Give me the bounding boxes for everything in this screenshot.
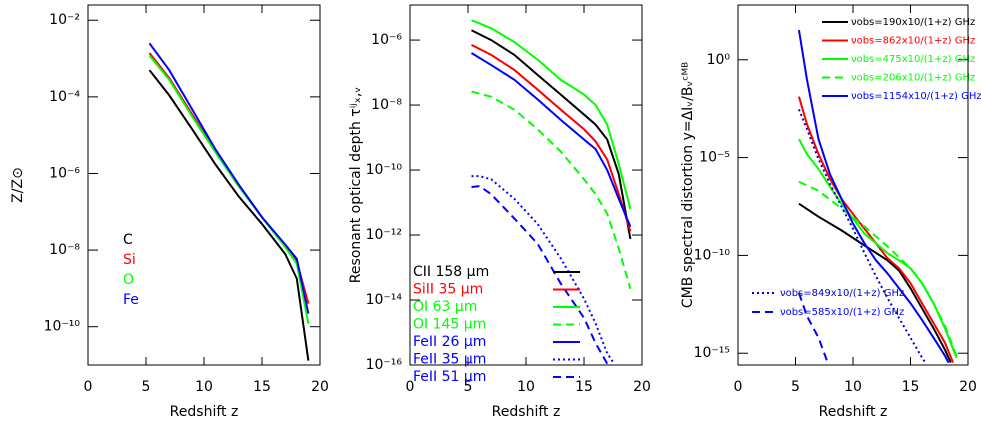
x-tick-label: 5 xyxy=(142,379,151,395)
y-tick-label: 10⁻¹⁰ xyxy=(44,319,81,335)
legend-label: νobs=475x10/(1+z) GHz xyxy=(851,54,975,65)
series-line xyxy=(148,52,310,304)
x-tick-label: 10 xyxy=(195,379,213,395)
series-line xyxy=(148,42,310,314)
y-tick-label: 10⁰ xyxy=(707,52,731,68)
x-tick-label: 5 xyxy=(464,379,473,395)
x-tick-label: 15 xyxy=(575,379,593,395)
y-tick-label: 10⁻¹⁴ xyxy=(366,292,403,308)
series-line xyxy=(798,180,958,357)
legend-label: Fe xyxy=(123,292,139,308)
legend-label: O xyxy=(123,272,134,288)
series-line xyxy=(798,292,829,363)
y-tick-label: 10⁻¹² xyxy=(366,227,402,243)
y-axis-label: Resonant optical depth τⁱʲₓ,ᵥ xyxy=(348,87,364,283)
x-tick-label: 10 xyxy=(517,379,535,395)
x-tick-label: 0 xyxy=(734,379,743,395)
legend-label: C xyxy=(123,232,133,248)
x-tick-label: 15 xyxy=(253,379,271,395)
y-tick-label: 10⁻⁸ xyxy=(49,242,80,258)
y-tick-label: 10⁻⁵ xyxy=(699,150,730,166)
x-tick-label: 5 xyxy=(791,379,800,395)
series-line xyxy=(471,90,632,290)
x-tick-label: 10 xyxy=(844,379,862,395)
x-tick-label: 20 xyxy=(633,379,651,395)
y-axis-label: Z/Z⊙ xyxy=(10,167,26,203)
series-line xyxy=(148,54,310,324)
series-line xyxy=(798,202,952,364)
legend-label: νobs=190x10/(1+z) GHz xyxy=(851,17,975,28)
y-tick-label: 10⁻¹⁶ xyxy=(366,357,403,373)
legend-label: OI 145 μm xyxy=(413,317,486,333)
panel: 0 5 10 15 20 10⁰ 10⁻⁵ 10⁻¹⁰ 10⁻¹⁵ Redshift z CMB s… xyxy=(680,4,981,420)
series-line xyxy=(471,19,632,210)
y-tick-label: 10⁻⁸ xyxy=(371,97,402,113)
panel: 0 5 10 15 20 10⁻⁶ 10⁻⁸ 10⁻¹⁰ 10⁻¹² 10⁻¹⁴ 10⁻¹⁶ Reds… xyxy=(348,4,651,420)
legend-label: νobs=862x10/(1+z) GHz xyxy=(851,36,975,47)
legend-label: νobs=206x10/(1+z) GHz xyxy=(851,73,975,84)
x-tick-label: 15 xyxy=(902,379,920,395)
legend-label: SiII 35 μm xyxy=(413,282,483,298)
plot-frame xyxy=(409,4,643,366)
plot-frame xyxy=(737,4,969,366)
legend-label: νobs=1154x10/(1+z) GHz xyxy=(851,91,981,102)
y-tick-label: 10⁻¹⁰ xyxy=(366,162,403,178)
legend-label: FeII 26 μm xyxy=(413,334,486,350)
x-axis-label: Redshift z xyxy=(819,404,888,420)
panel: 0 5 10 15 20 10⁻² 10⁻⁴ 10⁻⁶ 10⁻⁸ 10⁻¹⁰ Redshift z Z… xyxy=(10,4,329,420)
x-tick-label: 0 xyxy=(406,379,415,395)
legend-label: CII 158 μm xyxy=(413,264,489,280)
y-tick-label: 10⁻⁴ xyxy=(49,89,80,105)
x-axis-label: Redshift z xyxy=(492,404,561,420)
series-line xyxy=(470,52,632,228)
series-line xyxy=(798,138,958,359)
plot-frame xyxy=(87,4,321,366)
series-line xyxy=(148,69,310,361)
series-line xyxy=(471,185,609,365)
y-tick-label: 10⁻¹⁵ xyxy=(694,345,730,361)
y-tick-label: 10⁻² xyxy=(49,12,80,28)
y-axis-label: CMB spectral distortion y=ΔIᵥ/Bᵥᶜᴹᴮ xyxy=(680,62,696,308)
x-axis-label: Redshift z xyxy=(170,404,239,420)
x-tick-label: 20 xyxy=(311,379,329,395)
legend-label: OI 63 μm xyxy=(413,299,477,315)
legend-label: FeII 35 μm xyxy=(413,352,486,368)
legend-label: Si xyxy=(123,252,136,268)
x-tick-label: 0 xyxy=(84,379,93,395)
legend-label: νobs=849x10/(1+z) GHz xyxy=(780,288,904,299)
series-line xyxy=(471,175,615,365)
y-tick-label: 10⁻⁶ xyxy=(371,32,402,48)
x-tick-label: 20 xyxy=(959,379,977,395)
series-line xyxy=(797,29,950,364)
series-line xyxy=(471,29,632,240)
legend-label: FeII 51 μm xyxy=(413,369,486,385)
y-tick-label: 10⁻⁶ xyxy=(49,165,80,181)
series-line xyxy=(798,109,927,364)
y-tick-label: 10⁻¹⁰ xyxy=(694,247,731,263)
series-line xyxy=(471,44,632,232)
legend-label: νobs=585x10/(1+z) GHz xyxy=(780,307,904,318)
